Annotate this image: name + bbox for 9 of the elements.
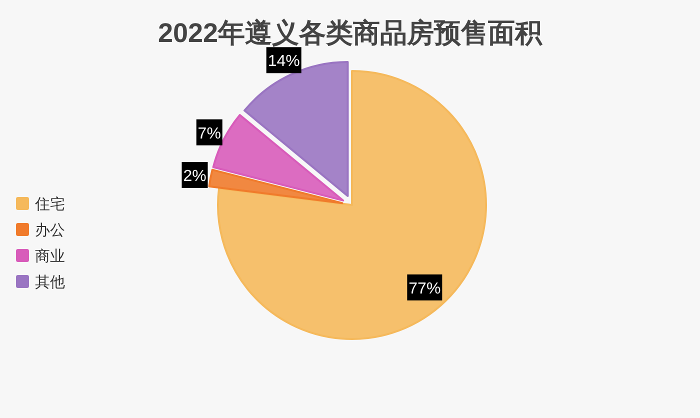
chart-title: 2022年遵义各类商品房预售面积 — [158, 18, 544, 48]
data-label: 77% — [408, 280, 441, 298]
legend-label: 其他 — [35, 274, 65, 291]
data-label: 7% — [198, 125, 221, 142]
data-label: 14% — [268, 53, 300, 70]
legend-label: 住宅 — [34, 196, 65, 213]
legend-label: 商业 — [35, 248, 65, 265]
legend-label: 办公 — [35, 222, 65, 239]
data-label: 2% — [183, 168, 206, 186]
